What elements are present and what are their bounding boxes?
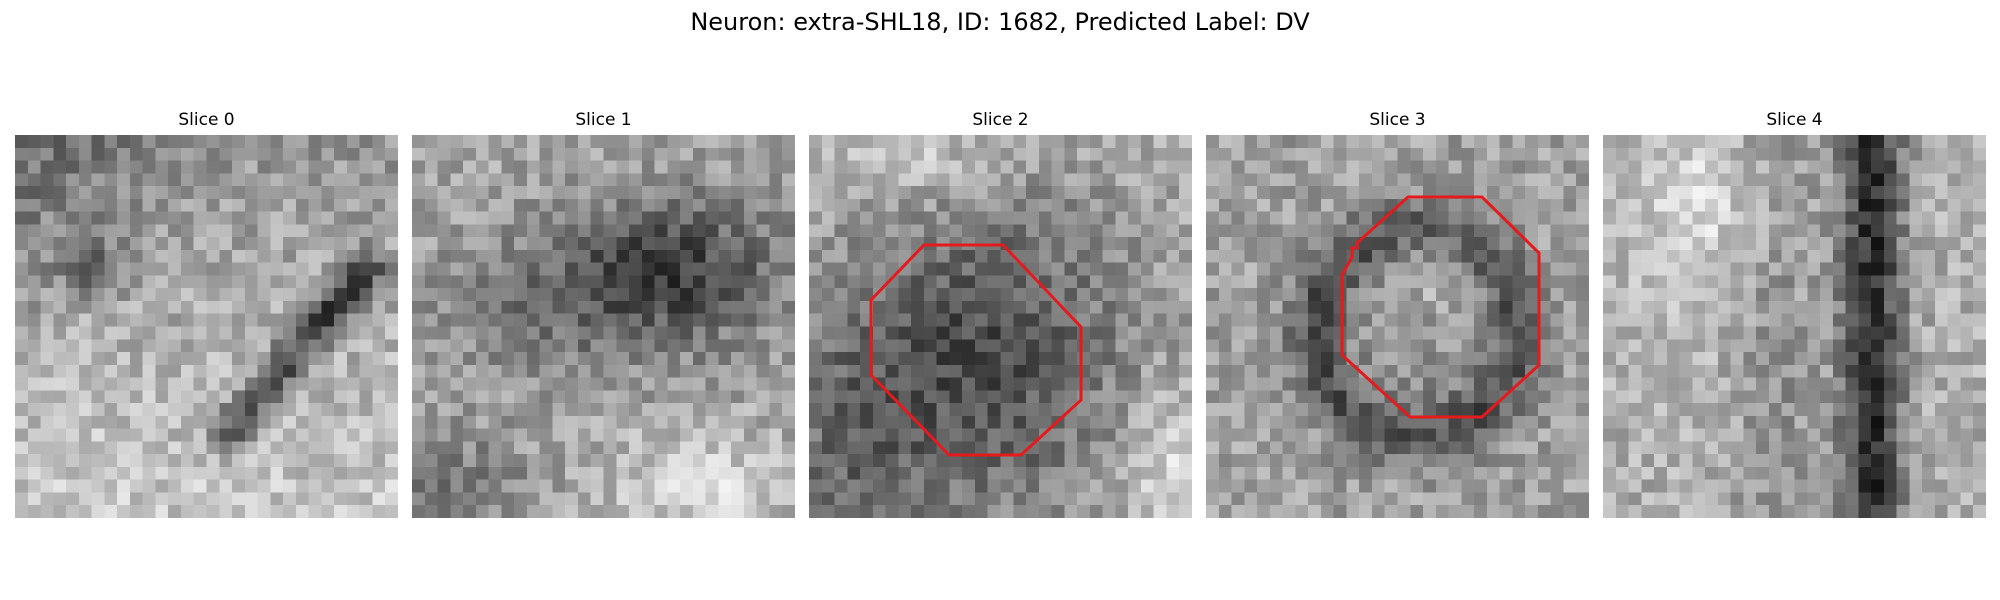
slice-1-image (412, 135, 795, 518)
figure-title: Neuron: extra-SHL18, ID: 1682, Predicted… (690, 8, 1310, 36)
slice-0-title: Slice 0 (178, 110, 235, 130)
slice-1-title: Slice 1 (575, 110, 632, 130)
slice-4-title: Slice 4 (1766, 110, 1823, 130)
slice-4-image (1603, 135, 1986, 518)
slice-0-image (15, 135, 398, 518)
slice-2-title: Slice 2 (972, 110, 1029, 130)
slice-2-image (809, 135, 1192, 518)
slice-3-image (1206, 135, 1589, 518)
slice-3-title: Slice 3 (1369, 110, 1426, 130)
